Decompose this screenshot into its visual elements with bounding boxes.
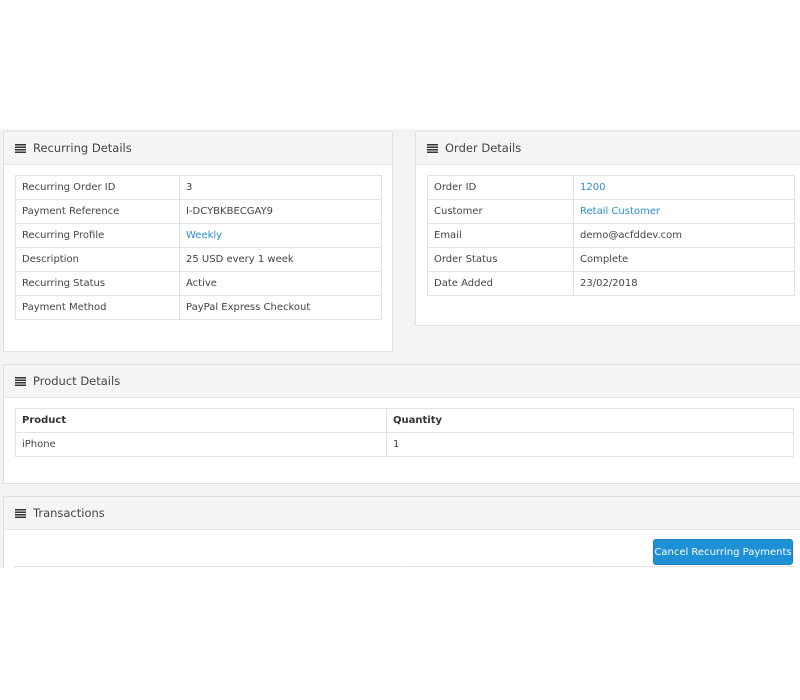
table-row: iPhone 1 xyxy=(15,432,794,457)
panel-heading: Transactions xyxy=(4,497,800,530)
table-row: Description 25 USD every 1 week xyxy=(15,247,382,272)
row-value: demo@acfddev.com xyxy=(573,223,795,248)
product-name: iPhone xyxy=(15,432,387,457)
recurring-profile-link[interactable]: Weekly xyxy=(186,230,223,241)
table-header-row: Product Quantity xyxy=(15,408,794,433)
product-details-panel: Product Details Product Quantity iPhone 1 xyxy=(3,364,800,484)
panel-title: Order Details xyxy=(445,141,522,155)
row-label: Email xyxy=(427,223,574,248)
list-icon xyxy=(427,143,438,153)
customer-link[interactable]: Retail Customer xyxy=(580,206,661,217)
column-header: Quantity xyxy=(386,408,794,433)
table-row: Date Added 23/02/2018 xyxy=(427,271,795,296)
row-label: Description xyxy=(15,247,180,272)
row-label: Recurring Status xyxy=(15,271,180,296)
list-icon xyxy=(15,376,26,386)
order-id-link[interactable]: 1200 xyxy=(580,182,606,193)
table-row: Recurring Status Active xyxy=(15,271,382,296)
order-details-panel: Order Details Order ID 1200 Customer Retai… xyxy=(415,131,800,326)
table-row: Order Status Complete xyxy=(427,247,795,272)
row-label: Date Added xyxy=(427,271,574,296)
table-row: Recurring Profile Weekly xyxy=(15,223,382,248)
panel-title: Product Details xyxy=(33,374,121,388)
row-label: Recurring Profile xyxy=(15,223,180,248)
order-details-table: Order ID 1200 Customer Retail Customer Ema… xyxy=(427,175,795,296)
row-value: 25 USD every 1 week xyxy=(179,247,382,272)
row-value: Active xyxy=(179,271,382,296)
panel-title: Transactions xyxy=(33,506,105,520)
row-value: PayPal Express Checkout xyxy=(179,295,382,320)
product-table: Product Quantity iPhone 1 xyxy=(15,408,794,457)
table-row: Recurring Order ID 3 xyxy=(15,175,382,200)
content-area: Recurring Details Recurring Order ID 3 Pa… xyxy=(0,129,800,568)
product-quantity: 1 xyxy=(386,432,794,457)
row-label: Order Status xyxy=(427,247,574,272)
row-label: Customer xyxy=(427,199,574,224)
table-row: Payment Method PayPal Express Checkout xyxy=(15,295,382,320)
row-label: Payment Reference xyxy=(15,199,180,224)
panel-title: Recurring Details xyxy=(33,141,132,155)
row-value: 23/02/2018 xyxy=(573,271,795,296)
table-row: Customer Retail Customer xyxy=(427,199,795,224)
panel-heading: Order Details xyxy=(416,132,800,165)
list-icon xyxy=(15,143,26,153)
transactions-table xyxy=(15,566,795,568)
row-value: Complete xyxy=(573,247,795,272)
table-row: Email demo@acfddev.com xyxy=(427,223,795,248)
recurring-details-table: Recurring Order ID 3 Payment Reference I-D… xyxy=(15,175,382,320)
panel-heading: Recurring Details xyxy=(4,132,392,165)
row-value: 3 xyxy=(179,175,382,200)
row-label: Order ID xyxy=(427,175,574,200)
row-value: I-DCYBKBECGAY9 xyxy=(179,199,382,224)
row-label: Recurring Order ID xyxy=(15,175,180,200)
table-row: Payment Reference I-DCYBKBECGAY9 xyxy=(15,199,382,224)
column-header: Product xyxy=(15,408,387,433)
panel-heading: Product Details xyxy=(4,365,800,398)
list-icon xyxy=(15,508,26,518)
cancel-recurring-payments-button[interactable]: Cancel Recurring Payments xyxy=(653,539,793,565)
recurring-details-panel: Recurring Details Recurring Order ID 3 Pa… xyxy=(3,131,393,352)
row-label: Payment Method xyxy=(15,295,180,320)
table-row: Order ID 1200 xyxy=(427,175,795,200)
transactions-panel: Transactions xyxy=(3,496,800,568)
